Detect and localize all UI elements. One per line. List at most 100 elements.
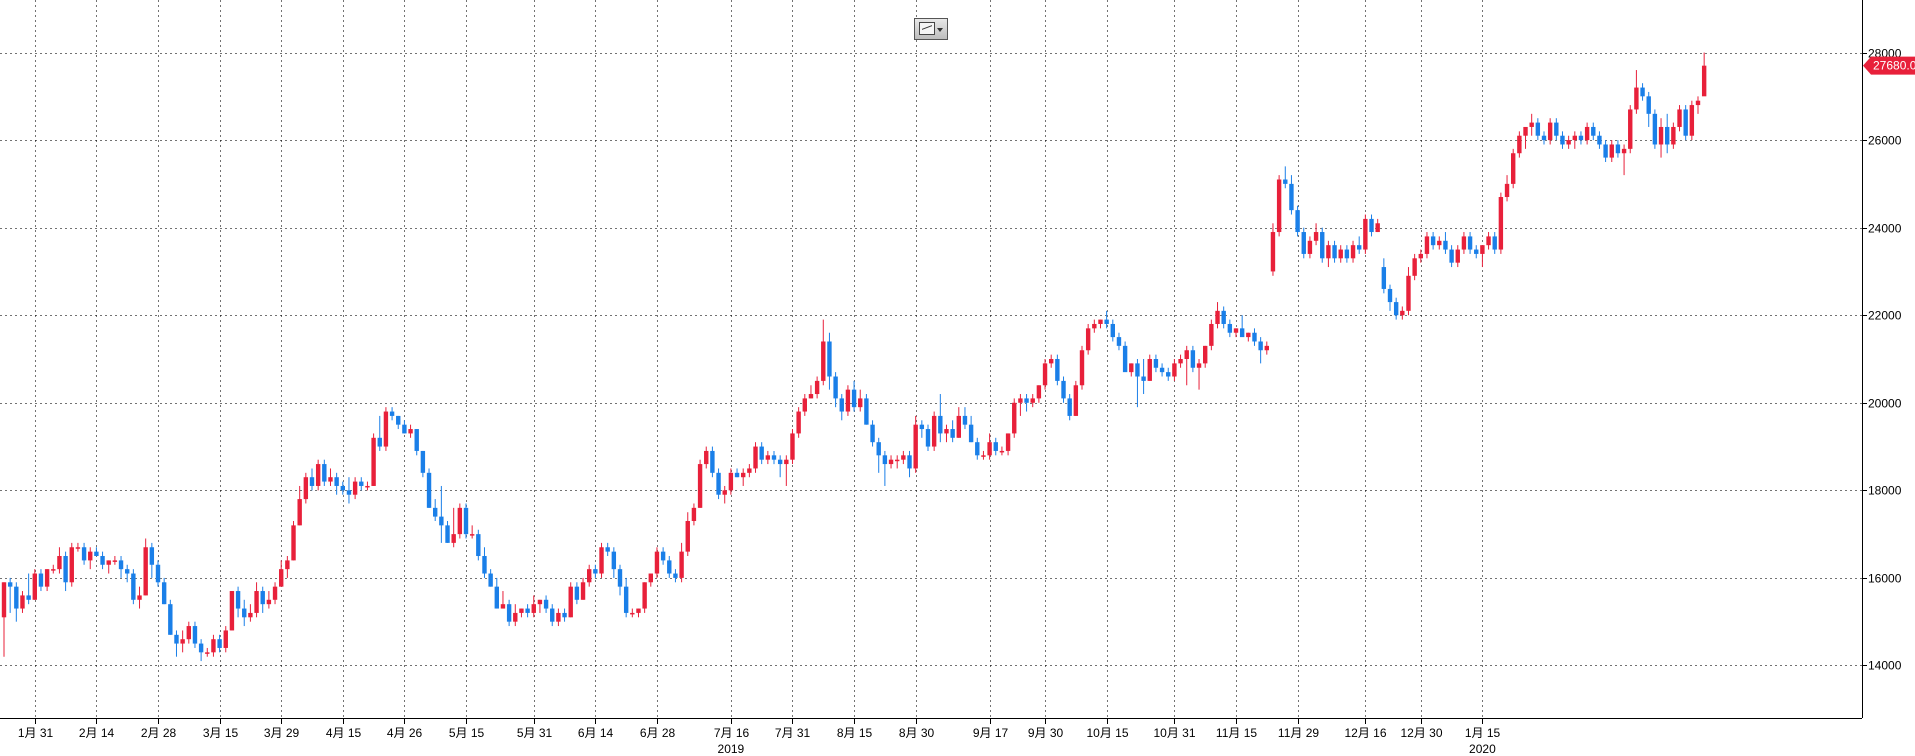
candle-body (1597, 135, 1602, 145)
last-price-tag: 27680.0 (1863, 56, 1915, 75)
candle-body (69, 547, 74, 583)
x-tick-label: 11月 15 (1216, 726, 1257, 740)
candle-body (944, 429, 949, 434)
candle-body (402, 424, 407, 434)
candle-up (1658, 118, 1664, 158)
candle-up (728, 468, 734, 495)
candle-up (747, 464, 752, 478)
candle-up (180, 630, 185, 653)
candle-up (451, 507, 456, 548)
candle-up (1621, 144, 1627, 176)
candle-body (1677, 109, 1682, 127)
candle-down (968, 415, 974, 443)
candle-body (1110, 323, 1115, 338)
x-tick-label: 1月 31 (18, 726, 54, 740)
candle-up (697, 459, 703, 508)
candle-body (1628, 109, 1633, 149)
candle-body (476, 534, 481, 557)
candle-down (14, 582, 19, 622)
candle-body (870, 424, 875, 443)
candle-body (734, 472, 740, 478)
candle-down (1166, 367, 1171, 381)
x-tick-label: 4月 26 (387, 726, 423, 740)
candle-up (1264, 341, 1269, 355)
candle-up (1480, 245, 1485, 268)
candle-up (57, 547, 62, 574)
candle-up (531, 595, 536, 618)
candle-body (106, 560, 111, 565)
candle-body (211, 639, 216, 653)
candle-body (1332, 245, 1337, 259)
candle-body (1338, 249, 1343, 259)
candle-up (1461, 232, 1467, 254)
candle-up (1634, 70, 1639, 114)
candle-body (75, 547, 81, 549)
last-price-label: 27680.0 (1873, 59, 1915, 73)
candle-down (550, 604, 555, 627)
candle-up (765, 450, 771, 465)
candle-body (537, 599, 543, 605)
candle-down (1295, 205, 1300, 237)
candle-down (864, 394, 869, 425)
candle-down (346, 477, 352, 504)
candle-body (753, 446, 758, 469)
candle-body (1554, 122, 1559, 136)
candle-body (1258, 341, 1263, 351)
candle-up (753, 442, 758, 473)
candle-body (519, 608, 524, 613)
candle-body (1135, 363, 1140, 377)
candle-body (605, 547, 610, 552)
x-tick-label: 11月 29 (1278, 726, 1319, 740)
candle-down (1560, 131, 1565, 149)
candle-body (1085, 328, 1091, 351)
candle-body (223, 630, 228, 648)
candle-down (1597, 131, 1602, 149)
candle-body (38, 573, 44, 587)
candle-body (1320, 232, 1325, 259)
candle-body (513, 612, 518, 622)
candle-body (814, 380, 820, 395)
candle-up (1196, 359, 1202, 390)
candle-body (1178, 359, 1183, 364)
candle-body (359, 481, 364, 486)
candle-body (771, 455, 777, 460)
candle-up (1424, 232, 1430, 259)
candle-body (617, 569, 623, 587)
candle-up (1172, 359, 1177, 381)
candle-up (901, 450, 906, 465)
candle-body (266, 599, 272, 605)
candle-body (1461, 236, 1467, 250)
candle-body (525, 608, 530, 613)
candle-up (1418, 249, 1423, 263)
candle-up (229, 591, 235, 631)
candle-up (371, 433, 376, 486)
candle-body (205, 652, 210, 654)
candle-body (648, 573, 653, 583)
candle-up (568, 582, 573, 618)
candle-down (525, 604, 530, 618)
candle-up (845, 385, 851, 416)
candle-body (956, 415, 961, 438)
candle-body (642, 582, 647, 609)
candle-body (1486, 236, 1491, 246)
candle-down (617, 564, 623, 596)
candle-up (987, 433, 992, 460)
candle-body (574, 586, 580, 600)
candle-up (112, 556, 118, 565)
candle-body (691, 507, 697, 521)
candle-body (1455, 249, 1460, 263)
y-tick-label: 24000 (1868, 222, 1902, 236)
candle-body (143, 547, 148, 596)
x-tick-label: 6月 28 (640, 726, 676, 740)
candle-body (962, 415, 968, 425)
candle-body (710, 450, 715, 473)
candle-up (254, 582, 259, 618)
candle-body (469, 534, 475, 536)
candle-down (1369, 214, 1374, 237)
candle-down (1652, 109, 1658, 149)
x-tick-label: 10月 31 (1153, 726, 1195, 740)
candle-up (888, 455, 894, 469)
chart-type-button[interactable] (914, 18, 948, 40)
candle-body (580, 582, 586, 600)
candle-up (691, 503, 697, 526)
